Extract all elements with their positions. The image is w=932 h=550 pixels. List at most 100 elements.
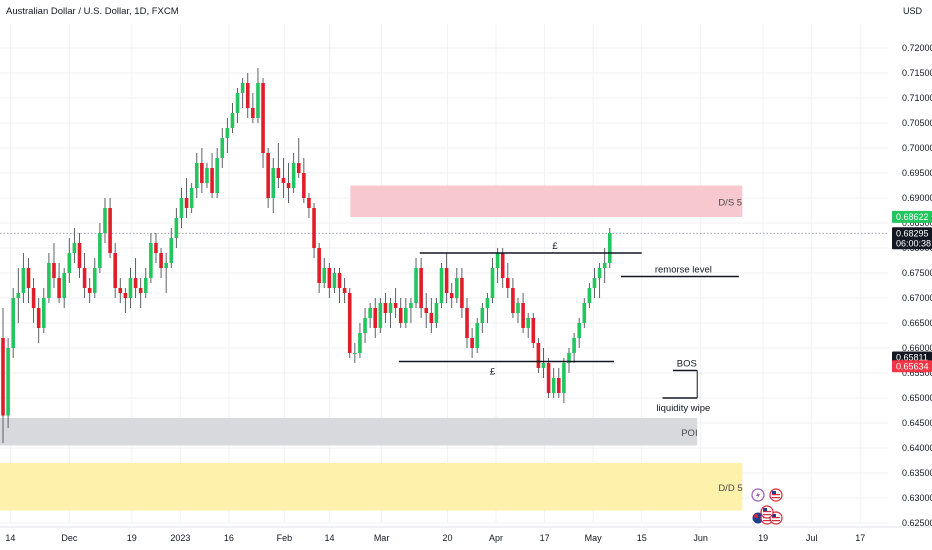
candle-body [398, 308, 403, 323]
x-tick-label: Jul [806, 533, 818, 543]
candle-body [607, 233, 612, 263]
candle-body [526, 318, 531, 328]
x-tick-label: Feb [277, 533, 293, 543]
x-tick-label: 2023 [170, 533, 190, 543]
price-tag-value: 0.65634 [896, 361, 929, 371]
zone-demand-label: D/D 5 [718, 483, 742, 494]
candle-body [582, 303, 587, 323]
candle-body [541, 363, 546, 368]
flag-us-icon[interactable] [769, 511, 783, 525]
candle-body [434, 303, 439, 323]
annotation-label: BOS [677, 359, 697, 370]
candle-body [36, 308, 41, 328]
x-tick-label: 16 [224, 533, 234, 543]
y-tick-label: 0.62500 [902, 518, 932, 528]
price-tag-value: 0.68622 [896, 212, 929, 222]
y-tick-label: 0.64500 [902, 418, 932, 428]
candle-body [72, 243, 77, 253]
candle-body [128, 278, 133, 298]
y-tick-label: 0.69000 [902, 193, 932, 203]
y-tick-label: 0.71000 [902, 93, 932, 103]
candle-body [419, 268, 423, 308]
candle-body [414, 268, 418, 303]
flag-us-icon-stripe [772, 520, 780, 522]
y-tick-label: 0.70000 [902, 143, 932, 153]
candle-body [6, 348, 10, 416]
price-tag-countdown: 06:00:38 [896, 238, 931, 248]
grid-layer [0, 24, 888, 524]
candle-body [169, 238, 174, 263]
candle-body [424, 308, 429, 313]
zone-poi [0, 418, 698, 446]
candle-body [286, 183, 291, 188]
candle-body [592, 278, 597, 288]
candle-body [587, 288, 592, 303]
candle-body [404, 308, 408, 323]
candle-body [205, 168, 209, 183]
price-axis[interactable]: 0.72000 0.71500 0.71000 0.70500 0.70000 0.695… [902, 43, 932, 528]
zone-supply-label: D/S 5 [718, 197, 742, 208]
candle-body [133, 278, 138, 288]
zone-poi-label: POI [681, 428, 697, 439]
flag-au-icon-mark [754, 514, 758, 518]
annotations-layer[interactable]: £ £ remorse level BOS liquidity wipe [398, 241, 739, 414]
y-tick-label: 0.66500 [902, 318, 932, 328]
candle-body [597, 268, 602, 278]
candle-body [368, 308, 372, 318]
candle-body [41, 298, 46, 328]
candle-body [57, 278, 61, 298]
candle-body [16, 293, 21, 298]
candle-body [291, 163, 296, 188]
candle-body [572, 338, 576, 353]
event-icons[interactable] [751, 488, 783, 525]
flag-us-icon[interactable] [769, 488, 783, 502]
zones-layer: D/S 5 POI D/D 5 [0, 185, 743, 511]
candle-body [149, 243, 153, 278]
candle-body [470, 338, 474, 348]
candle-body [26, 268, 31, 288]
candle-body [31, 288, 36, 308]
lightning-icon[interactable] [751, 488, 765, 502]
candle-body [113, 253, 117, 288]
candle-body [240, 83, 245, 93]
candle-body [337, 273, 342, 288]
x-tick-label: Dec [61, 533, 78, 543]
flag-us-icon-stripe [763, 511, 771, 513]
y-tick-label: 0.68500 [902, 218, 932, 228]
candle-body [276, 168, 281, 178]
candle-body [373, 308, 378, 328]
price-tag [892, 210, 932, 223]
candle-body [455, 278, 459, 298]
candle-body [347, 293, 352, 353]
flag-us-icon-stripe [763, 520, 771, 522]
annotation-label: £ [552, 241, 558, 252]
y-tick-label: 0.66000 [902, 343, 932, 353]
y-tick-label: 0.67000 [902, 293, 932, 303]
candle-body [210, 168, 214, 193]
x-tick-label: 17 [540, 533, 550, 543]
x-tick-label: 17 [855, 533, 865, 543]
candle-body [77, 243, 82, 268]
candle-body [82, 268, 87, 288]
candle-body [460, 278, 464, 308]
candle-body [358, 333, 362, 353]
lightning-icon-bolt [756, 491, 760, 499]
time-axis[interactable]: 14 Dec 19 2023 16 Feb 14 Mar 20 Apr 17 May 15 Jun 19 Ju… [0, 526, 932, 543]
candle-body [378, 303, 383, 328]
candle-body [271, 168, 276, 198]
flag-us-icon[interactable] [760, 505, 774, 519]
candle-body [439, 268, 444, 303]
zone-supply [350, 185, 743, 217]
candle-body [296, 163, 301, 173]
candle-body [235, 93, 240, 113]
y-tick-label: 0.65000 [902, 393, 932, 403]
candle-body [511, 288, 515, 313]
zone-demand [0, 463, 743, 511]
candle-body [92, 268, 97, 293]
candle-body [184, 198, 189, 208]
y-tick-label: 0.63500 [902, 468, 932, 478]
candle-body [245, 83, 250, 108]
